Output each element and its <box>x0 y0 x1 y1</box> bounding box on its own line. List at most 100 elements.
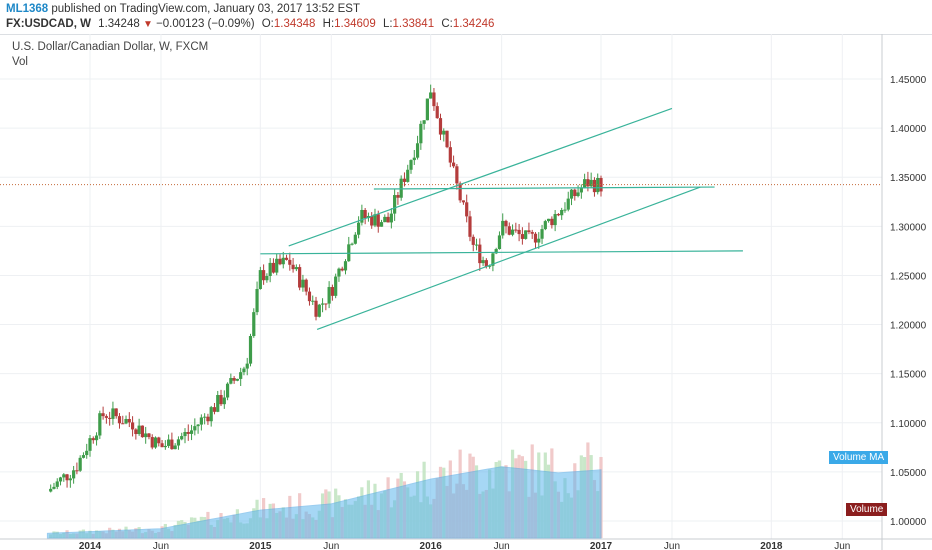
candle-body <box>579 187 583 193</box>
candle-body <box>281 257 285 265</box>
low-value: 1.33841 <box>392 18 435 30</box>
chart-header: ML1368 published on TradingView.com, Jan… <box>0 0 932 35</box>
candle-body <box>501 220 505 236</box>
x-tick-label: 2014 <box>79 541 102 550</box>
candle-body <box>560 210 564 216</box>
candle-body <box>242 368 246 373</box>
author-link[interactable]: ML1368 <box>6 3 49 15</box>
candle-body <box>340 268 344 271</box>
y-tick-label: 1.25000 <box>890 271 927 282</box>
header-line-publish: ML1368 published on TradingView.com, Jan… <box>6 3 360 15</box>
candle-body <box>140 425 145 438</box>
last-price: 1.34248 <box>98 18 140 30</box>
candle-body <box>419 123 423 144</box>
candle-body <box>206 416 210 422</box>
candle-body <box>543 221 547 230</box>
candle-body <box>294 267 298 270</box>
candle-body <box>307 291 312 302</box>
candle-body <box>383 216 387 223</box>
x-tick-label: Jun <box>664 541 680 550</box>
candle-body <box>589 179 593 187</box>
candle-body <box>399 178 403 198</box>
candle-body <box>350 243 354 245</box>
candle-body <box>373 214 377 226</box>
candle-body <box>465 202 469 217</box>
symbol-label[interactable]: FX:USDCAD, W <box>6 18 91 30</box>
candle-body <box>573 189 577 197</box>
volume-badge: Volume <box>846 503 888 516</box>
candle-body <box>353 234 357 244</box>
candle-body <box>566 198 570 210</box>
candle-body <box>137 425 141 435</box>
candle-body <box>55 481 59 487</box>
candle-body <box>425 98 429 121</box>
candle-body <box>88 438 92 451</box>
candle-body <box>334 276 338 296</box>
candle-body <box>111 408 115 419</box>
candle-body <box>134 429 138 435</box>
candle-body <box>160 443 164 448</box>
candle-body <box>255 289 259 313</box>
y-tick-label: 1.40000 <box>890 124 927 135</box>
pane-title: U.S. Dollar/Canadian Dollar, W, FXCM <box>12 41 209 53</box>
candle-body <box>235 378 240 381</box>
candle-body <box>314 300 318 317</box>
candle-body <box>357 222 361 235</box>
candle-body <box>209 407 213 422</box>
candle-body <box>94 435 99 441</box>
candle-body <box>252 312 256 336</box>
candle-body <box>438 118 443 135</box>
candle-body <box>58 477 63 482</box>
candle-body <box>114 408 118 417</box>
candle-body <box>376 214 380 227</box>
candle-body <box>180 436 184 440</box>
candle-body <box>550 218 554 226</box>
candle-body <box>304 279 308 292</box>
price-chart[interactable]: 1.45000 1.40000 1.35000 1.30000 1.25000 1.200… <box>0 34 932 550</box>
header-line-quote: FX:USDCAD, W 1.34248 ▼ −0.00123 (−0.09%)… <box>6 18 494 30</box>
candle-body <box>284 257 289 260</box>
candle-body <box>196 424 200 427</box>
publish-info: published on TradingView.com, January 03… <box>51 3 360 15</box>
candle-body <box>445 130 449 148</box>
candle-body <box>232 378 236 381</box>
candle-body <box>533 233 538 243</box>
candle-body <box>212 407 217 412</box>
candle-body <box>173 445 177 450</box>
candle-body <box>85 450 89 456</box>
candle-body <box>553 214 557 226</box>
candle-body <box>406 169 410 182</box>
candle-body <box>65 474 69 481</box>
candle-body <box>524 230 528 239</box>
candle-body <box>127 418 131 423</box>
candle-body <box>514 229 518 231</box>
candle-body <box>193 426 197 431</box>
candle-body <box>216 395 220 412</box>
candle-body <box>167 439 171 446</box>
vol-label: Vol <box>12 56 28 68</box>
candle-body <box>108 417 112 419</box>
trendline <box>288 107 673 247</box>
volume-ma-area <box>46 466 602 539</box>
x-tick-label: 2017 <box>590 541 613 550</box>
y-tick-label: 1.05000 <box>890 468 927 479</box>
candle-body <box>104 416 108 418</box>
candle-body <box>324 303 328 305</box>
candle-body <box>343 261 348 271</box>
candle-body <box>170 439 174 450</box>
candle-body <box>52 486 56 489</box>
candle-body <box>298 267 302 288</box>
high-value: 1.34609 <box>334 18 376 30</box>
x-tick-label: Jun <box>834 541 850 550</box>
candle-body <box>62 474 66 478</box>
candle-body <box>121 423 125 425</box>
candle-body <box>363 209 367 219</box>
candle-body <box>389 213 393 223</box>
candle-body <box>461 200 466 203</box>
candle-body <box>186 432 190 434</box>
candle-body <box>147 433 151 438</box>
candle-body <box>497 235 502 250</box>
y-tick-label: 1.10000 <box>890 419 927 430</box>
candle-body <box>527 230 531 233</box>
candle-body <box>291 264 295 270</box>
